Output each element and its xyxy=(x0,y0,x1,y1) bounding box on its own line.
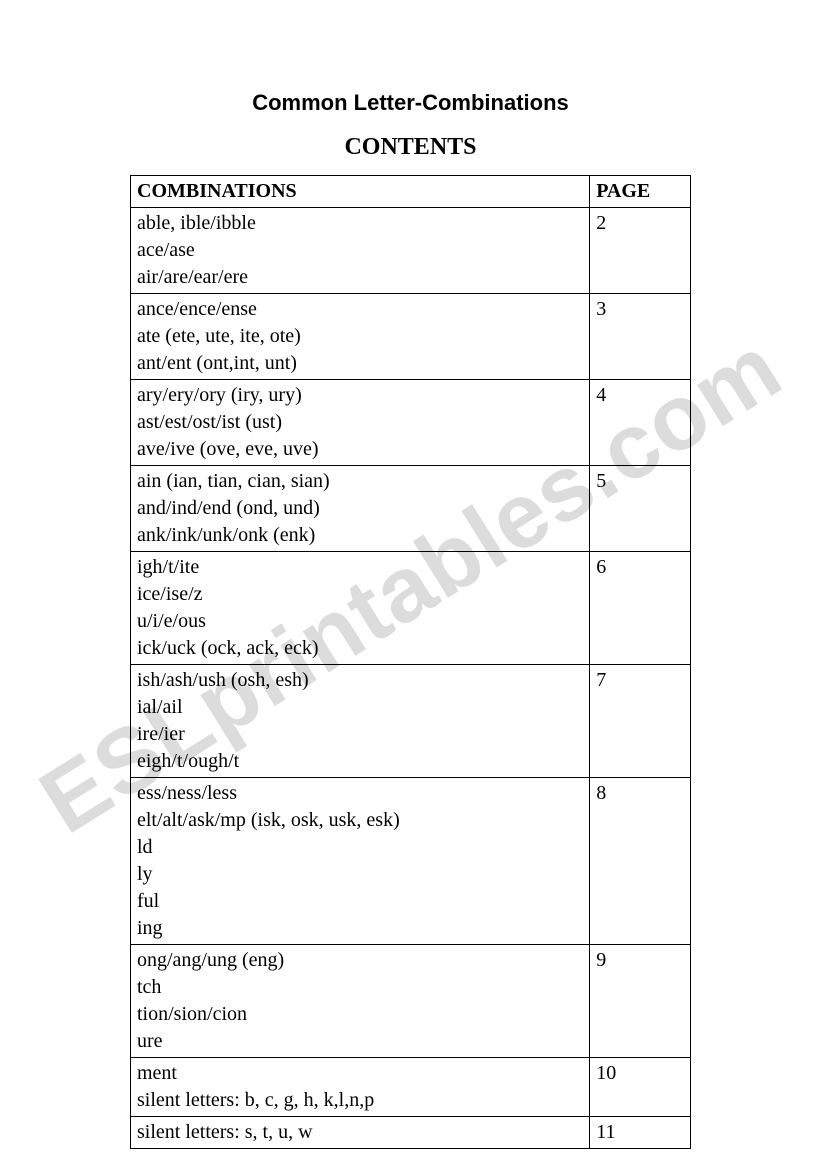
combination-line: air/are/ear/ere xyxy=(137,266,248,288)
table-row: ain (ian, tian, cian, sian) and/ind/end (… xyxy=(131,466,691,552)
page-cell: 4 xyxy=(590,380,691,466)
combination-line: ank/ink/unk/onk (enk) xyxy=(137,524,315,546)
combination-line: tch xyxy=(137,976,161,998)
contents-heading: CONTENTS xyxy=(130,134,691,161)
page-cell: 8 xyxy=(590,778,691,945)
page-cell: 3 xyxy=(590,294,691,380)
page-cell: 7 xyxy=(590,665,691,778)
combination-line: and/ind/end (ond, und) xyxy=(137,497,320,519)
table-row: ary/ery/ory (iry, ury) ast/est/ost/ist (u… xyxy=(131,380,691,466)
combination-line: tion/sion/cion xyxy=(137,1003,247,1025)
contents-table: COMBINATIONS PAGE able, ible/ibble ace/as… xyxy=(130,175,691,1149)
combination-line: ave/ive (ove, eve, uve) xyxy=(137,438,319,460)
header-combinations: COMBINATIONS xyxy=(131,176,590,208)
combinations-cell: silent letters: s, t, u, w xyxy=(131,1117,590,1149)
page-cell: 2 xyxy=(590,208,691,294)
combination-line: silent letters: b, c, g, h, k,l,n,p xyxy=(137,1089,374,1111)
combination-line: ain (ian, tian, cian, sian) xyxy=(137,470,330,492)
combinations-cell: ance/ence/ense ate (ete, ute, ite, ote) an… xyxy=(131,294,590,380)
page-cell: 10 xyxy=(590,1058,691,1117)
table-header-row: COMBINATIONS PAGE xyxy=(131,176,691,208)
document-page: Common Letter-Combinations CONTENTS COMB… xyxy=(0,0,821,1149)
page-title: Common Letter-Combinations xyxy=(130,90,691,116)
combination-line: ary/ery/ory (iry, ury) xyxy=(137,384,302,406)
combination-line: ick/uck (ock, ack, eck) xyxy=(137,637,319,659)
combination-line: ess/ness/less xyxy=(137,782,237,804)
combinations-cell: igh/t/ite ice/ise/z u/i/e/ous ick/uck (ock,… xyxy=(131,552,590,665)
combination-line: ial/ail xyxy=(137,696,183,718)
combination-line: ly xyxy=(137,863,153,885)
combination-line: elt/alt/ask/mp (isk, osk, usk, esk) xyxy=(137,809,400,831)
combination-line: able, ible/ibble xyxy=(137,212,256,234)
combination-line: ance/ence/ense xyxy=(137,298,257,320)
combination-line: igh/t/ite xyxy=(137,556,199,578)
table-row: ess/ness/less elt/alt/ask/mp (isk, osk, u… xyxy=(131,778,691,945)
combination-line: ld xyxy=(137,836,153,858)
combination-line: ast/est/ost/ist (ust) xyxy=(137,411,282,433)
table-row: ish/ash/ush (osh, esh) ial/ail ire/ier eigh… xyxy=(131,665,691,778)
combinations-cell: ment silent letters: b, c, g, h, k,l,n,p xyxy=(131,1058,590,1117)
combination-line: ice/ise/z xyxy=(137,583,203,605)
page-cell: 11 xyxy=(590,1117,691,1149)
combinations-cell: ess/ness/less elt/alt/ask/mp (isk, osk, u… xyxy=(131,778,590,945)
combination-line: ment xyxy=(137,1062,177,1084)
table-row: ance/ence/ense ate (ete, ute, ite, ote) an… xyxy=(131,294,691,380)
table-row: ong/ang/ung (eng) tch tion/sion/cion ure 9 xyxy=(131,945,691,1058)
table-row: igh/t/ite ice/ise/z u/i/e/ous ick/uck (ock,… xyxy=(131,552,691,665)
page-cell: 5 xyxy=(590,466,691,552)
page-cell: 9 xyxy=(590,945,691,1058)
table-row: ment silent letters: b, c, g, h, k,l,n,p 1… xyxy=(131,1058,691,1117)
combination-line: eigh/t/ough/t xyxy=(137,750,239,772)
page-cell: 6 xyxy=(590,552,691,665)
combination-line: ire/ier xyxy=(137,723,185,745)
combinations-cell: ary/ery/ory (iry, ury) ast/est/ost/ist (u… xyxy=(131,380,590,466)
table-row: able, ible/ibble ace/ase air/are/ear/ere 2 xyxy=(131,208,691,294)
combination-line: ace/ase xyxy=(137,239,195,261)
combination-line: ate (ete, ute, ite, ote) xyxy=(137,325,301,347)
combinations-cell: ong/ang/ung (eng) tch tion/sion/cion ure xyxy=(131,945,590,1058)
combination-line: ing xyxy=(137,917,163,939)
combination-line: ant/ent (ont,int, unt) xyxy=(137,352,297,374)
header-page: PAGE xyxy=(590,176,691,208)
combination-line: ong/ang/ung (eng) xyxy=(137,949,284,971)
table-row: silent letters: s, t, u, w 11 xyxy=(131,1117,691,1149)
combination-line: ish/ash/ush (osh, esh) xyxy=(137,669,309,691)
combination-line: ure xyxy=(137,1030,163,1052)
combinations-cell: able, ible/ibble ace/ase air/are/ear/ere xyxy=(131,208,590,294)
combination-line: ful xyxy=(137,890,159,912)
combinations-cell: ain (ian, tian, cian, sian) and/ind/end (… xyxy=(131,466,590,552)
combination-line: silent letters: s, t, u, w xyxy=(137,1121,313,1143)
combination-line: u/i/e/ous xyxy=(137,610,206,632)
combinations-cell: ish/ash/ush (osh, esh) ial/ail ire/ier eigh… xyxy=(131,665,590,778)
